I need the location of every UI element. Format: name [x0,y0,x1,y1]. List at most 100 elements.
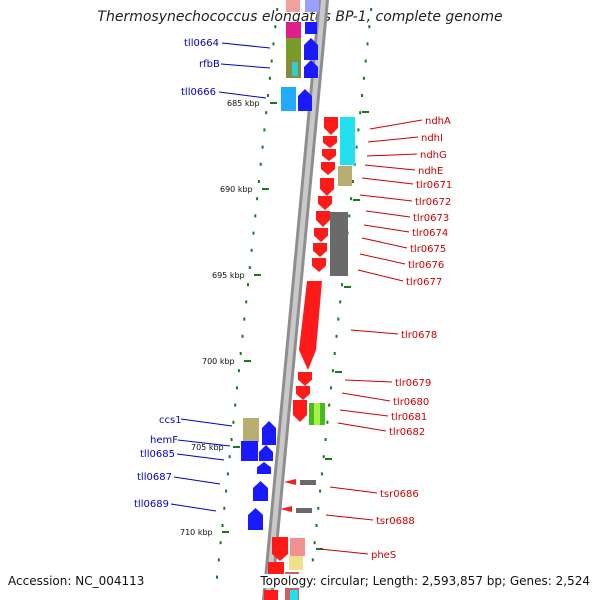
tick-mark [261,145,264,149]
gene-feature [338,166,352,186]
gene-feature [286,22,301,38]
forward-gene [264,590,278,600]
accession-text: Accession: NC_004113 [8,574,145,588]
tick-mark [337,317,340,321]
gene-label-tlr0675[interactable]: tlr0675 [410,244,446,255]
label-leader-line [221,42,271,49]
label-leader-line [177,439,231,447]
forward-gene-arrow [322,149,336,161]
tick-mark [330,386,332,390]
gene-label-tll0687[interactable]: tll0687 [137,472,172,483]
label-leader-line [357,269,404,282]
tick-mark [317,506,320,510]
tick-mark [357,128,360,132]
tick-mark [239,352,242,355]
reverse-gene-arrow [257,462,271,474]
gene-label-tlr0672[interactable]: tlr0672 [415,197,451,208]
reverse-gene-arrow [298,89,312,111]
reverse-gene-arrow [253,481,268,501]
tick-mark [361,94,363,97]
forward-gene-arrow [313,243,327,257]
gene-label-tsr0686[interactable]: tsr0686 [380,489,419,500]
label-leader-line [364,164,416,171]
tick-mark [217,558,220,562]
reverse-gene-arrow [259,445,273,461]
tick-mark [257,180,260,183]
tick-mark [368,25,371,29]
label-leader-line [170,503,217,512]
tick-mark [370,8,373,11]
tick-mark [263,128,266,132]
gene-label-ndhE[interactable]: ndhE [418,166,443,177]
gene-label-tlr0673[interactable]: tlr0673 [413,213,449,224]
gene-feature [290,538,305,556]
reverse-gene [241,441,258,461]
gene-label-tlr0677[interactable]: tlr0677 [406,277,442,288]
gene-label-tlr0671[interactable]: tlr0671 [416,180,452,191]
gene-feature [340,117,355,165]
tick-mark [272,42,275,46]
scale-label: 690 kbp [220,185,253,194]
tick-mark [320,472,323,476]
gene-label-tlr0674[interactable]: tlr0674 [412,228,448,239]
label-leader-line [325,514,374,521]
tick-mark [341,283,343,287]
gene-label-tlr0680[interactable]: tlr0680 [393,397,429,408]
tick-mark [362,76,365,80]
label-leader-line [367,136,419,143]
gene-label-tlr0676[interactable]: tlr0676 [408,260,444,271]
forward-gene-arrow [296,386,310,400]
tick-mark [319,489,322,493]
tick-mark [270,59,273,63]
label-leader-line [361,237,408,249]
gene-label-tlr0681[interactable]: tlr0681 [391,412,427,423]
tick-mark [274,25,277,29]
gene-feature [290,590,298,600]
reverse-gene-arrow [304,60,318,78]
gene-label-tll0689[interactable]: tll0689 [134,499,169,510]
gene-label-tll0666[interactable]: tll0666 [181,87,216,98]
tick-mark [326,420,329,424]
gene-label-tlr0682[interactable]: tlr0682 [389,427,425,438]
tick-mark [333,352,336,355]
tick-mark [268,76,271,80]
gene-label-tll0664[interactable]: tll0664 [184,38,219,49]
tick-mark [232,420,235,424]
label-leader-line [359,253,406,265]
genome-backbone-highlight [265,0,326,600]
tick-mark [331,369,334,373]
label-leader-line [220,63,271,69]
tick-mark [348,214,351,218]
major-tick [244,360,251,362]
reverse-gene [305,22,317,34]
scale-label: 705 kbp [191,443,224,452]
gene-label-tll0685[interactable]: tll0685 [140,449,175,460]
gene-label-tlr0679[interactable]: tlr0679 [395,378,431,389]
forward-gene-arrow [318,196,332,210]
reverse-gene-arrow [262,421,276,445]
gene-feature [286,0,300,12]
tick-mark [219,541,222,545]
gene-label-tlr0678[interactable]: tlr0678 [401,330,437,341]
tick-mark [366,42,369,46]
forward-gene-arrow [299,281,322,370]
gene-label-ndhI[interactable]: ndhI [421,133,443,144]
gene-label-ndhG[interactable]: ndhG [420,150,447,161]
forward-gene-arrow [321,162,335,175]
gene-label-rfbB[interactable]: rfbB [199,59,220,70]
major-tick [233,446,240,448]
gene-feature [314,403,320,425]
gene-feature [243,418,259,442]
forward-gene-arrow [323,136,337,148]
tick-mark [225,489,228,493]
gene-label-tsr0688[interactable]: tsr0688 [376,516,415,527]
gene-label-ndhA[interactable]: ndhA [425,116,451,127]
genome-summary-text: Topology: circular; Length: 2,593,857 bp… [258,574,590,588]
gene-label-ccs1[interactable]: ccs1 [159,415,182,426]
tick-mark [335,334,338,338]
gene-label-pheS[interactable]: pheS [371,550,396,561]
tick-mark [221,524,224,527]
gene-label-hemF[interactable]: hemF [150,435,178,446]
page-title: Thermosynechococcus elongatus BP-1, comp… [97,9,503,25]
tick-mark [243,317,246,321]
